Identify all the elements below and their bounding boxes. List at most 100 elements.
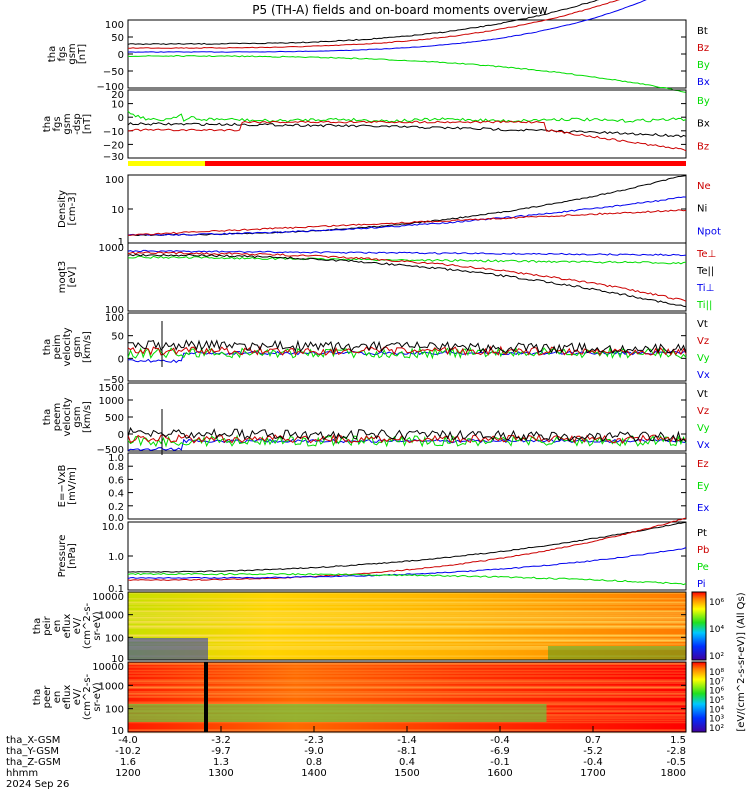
y-label-line: eflux bbox=[62, 614, 73, 639]
status-bar-red bbox=[205, 161, 686, 166]
legend-Ex: Ex bbox=[697, 503, 709, 514]
x-tick-label: 1600 bbox=[487, 768, 512, 779]
panel-3: 100 10 1 Density [cm-3] Ne Ni Npot bbox=[57, 174, 721, 248]
legend-Vt: Vt bbox=[697, 389, 708, 400]
y-axis-label: tha peir en eflux eV/(cm^2-s-sr-eV) bbox=[32, 602, 103, 649]
spectrogram-band bbox=[128, 643, 686, 645]
y-label-line: [nT] bbox=[82, 114, 93, 134]
y-label-line: [km/s] bbox=[82, 401, 93, 433]
colorbar-tick: 10⁶ bbox=[709, 598, 724, 608]
panel-traces bbox=[127, 409, 687, 455]
y-label-line: tha bbox=[42, 409, 53, 425]
colorbar-tick: 10⁴ bbox=[709, 625, 724, 635]
y-tick-label: 10000 bbox=[92, 662, 124, 673]
trace-Pt bbox=[128, 521, 687, 573]
spectrogram-band bbox=[128, 634, 686, 636]
spectrogram-band bbox=[128, 675, 686, 677]
x-tick-label: -3.2 bbox=[211, 735, 231, 746]
y-tick-label: 0.2 bbox=[108, 502, 124, 513]
spectrogram-band bbox=[128, 666, 686, 668]
x-tick-label: 1200 bbox=[115, 768, 140, 779]
y-axis-label: tha fgs gsm -dsp [nT] bbox=[42, 113, 93, 135]
y-label-line: sr-eV) bbox=[92, 682, 103, 711]
y-label-line: gsm bbox=[72, 406, 83, 427]
y-axis-label: tha peem velocity gsm [km/s] bbox=[42, 397, 93, 436]
spectrogram-band bbox=[128, 721, 686, 724]
spectrogram-band bbox=[128, 692, 686, 695]
y-axis-label: Pressure [nPa] bbox=[57, 535, 78, 578]
y-label-line: sr-eV) bbox=[92, 611, 103, 640]
trace-Vt bbox=[127, 426, 687, 444]
y-label-line: eV/ bbox=[72, 688, 83, 705]
x-tick-label: -8.1 bbox=[397, 746, 417, 757]
spectrogram-band bbox=[128, 610, 686, 613]
y-label-line: en bbox=[52, 620, 63, 633]
x-tick-label: 1400 bbox=[301, 768, 326, 779]
y-label-line: gsm bbox=[67, 43, 78, 64]
trace-Bx bbox=[127, 0, 647, 53]
x-tick-label: -0.1 bbox=[490, 757, 510, 768]
spectrogram-band bbox=[128, 648, 686, 651]
colorbar-tick: 10⁵ bbox=[709, 696, 724, 706]
spectrogram-band bbox=[128, 691, 686, 693]
y-label-line: [cm-3] bbox=[67, 192, 78, 225]
panel-frame bbox=[127, 591, 687, 661]
spectrogram-band bbox=[128, 640, 686, 642]
panel-1: 100 50 0 −50 −100 tha fgs gsm [nT] Bt Bz By Bx bbox=[47, 0, 710, 93]
spectrogram-band bbox=[128, 693, 686, 696]
spectrogram-band bbox=[128, 620, 686, 623]
y-label-line: eV/ bbox=[72, 617, 83, 634]
y-tick-label: 10 bbox=[111, 205, 124, 216]
y-tick-label: 10 bbox=[111, 654, 124, 665]
y-axis-label: moqt3 [eV] bbox=[57, 261, 78, 294]
legend-Npot: Npot bbox=[697, 226, 721, 237]
spectrogram-band bbox=[128, 601, 686, 604]
legend-Ti||: Ti|| bbox=[696, 300, 712, 311]
legend-Vz: Vz bbox=[697, 406, 709, 417]
y-tick-label: 100 bbox=[105, 305, 124, 316]
panel-5: 100 50 0 −50 tha peim velocity gsm [km/s] Vt Vz Vy V… bbox=[42, 312, 710, 386]
spectrogram-band bbox=[128, 680, 686, 682]
y-tick-label: 100 bbox=[105, 175, 124, 186]
y-label-line: peim bbox=[52, 334, 63, 359]
y-label-line: peer bbox=[42, 685, 53, 709]
legend-By: By bbox=[697, 60, 710, 71]
spectrogram-band bbox=[128, 634, 686, 637]
y-label-line: [nPa] bbox=[67, 543, 78, 569]
y-label-line: gsm bbox=[72, 336, 83, 357]
panel-traces bbox=[127, 517, 687, 586]
trace-Pe bbox=[127, 572, 687, 586]
x-tick-label: 1800 bbox=[661, 768, 686, 779]
y-tick-label: 0.4 bbox=[108, 489, 124, 500]
y-tick-label: 100 bbox=[105, 20, 124, 31]
y-label-line: tha bbox=[47, 46, 58, 62]
colorbar-tick: 10² bbox=[709, 724, 724, 734]
y-tick-label: 1000 bbox=[99, 243, 124, 254]
x-tick-label: -0.4 bbox=[490, 735, 510, 746]
y-tick-label: 0.8 bbox=[108, 462, 124, 473]
x-tick-label: -9.0 bbox=[304, 746, 324, 757]
y-label-line: velocity bbox=[62, 397, 73, 436]
y-tick-label: 0 bbox=[118, 50, 124, 61]
spectrogram-band bbox=[128, 610, 686, 612]
y-tick-label: 0 bbox=[118, 430, 124, 441]
colorbar-tick: 10⁷ bbox=[709, 677, 724, 687]
legend-Pb: Pb bbox=[697, 545, 709, 556]
spectrogram-band bbox=[128, 614, 686, 617]
panel-4: 1000 100 moqt3 [eV] Te⊥ Te|| Ti⊥ Ti|| bbox=[57, 242, 716, 316]
y-label-line: peem bbox=[52, 403, 63, 431]
y-label-line: fgs bbox=[52, 116, 63, 131]
x-tick-label: 1.5 bbox=[670, 735, 686, 746]
spectrogram-band bbox=[128, 616, 686, 619]
y-tick-label: 0 bbox=[118, 354, 124, 365]
legend-Ey: Ey bbox=[697, 481, 709, 492]
x-tick-label: 1.6 bbox=[120, 757, 136, 768]
y-label-line: eflux bbox=[62, 685, 73, 710]
legend-Pt: Pt bbox=[697, 528, 707, 539]
y-label-line: en bbox=[52, 691, 63, 704]
spectrogram-band bbox=[128, 601, 686, 604]
panel-8: 10.0 1.0 0.1 Pressure [nPa] Pt Pb Pe Pi bbox=[57, 517, 709, 595]
y-tick-label: 500 bbox=[105, 413, 124, 424]
colorbar-label-text: [eV/(cm^2-s-sr-eV)] (All Qs) bbox=[736, 592, 747, 731]
spectrogram-band bbox=[128, 696, 686, 698]
